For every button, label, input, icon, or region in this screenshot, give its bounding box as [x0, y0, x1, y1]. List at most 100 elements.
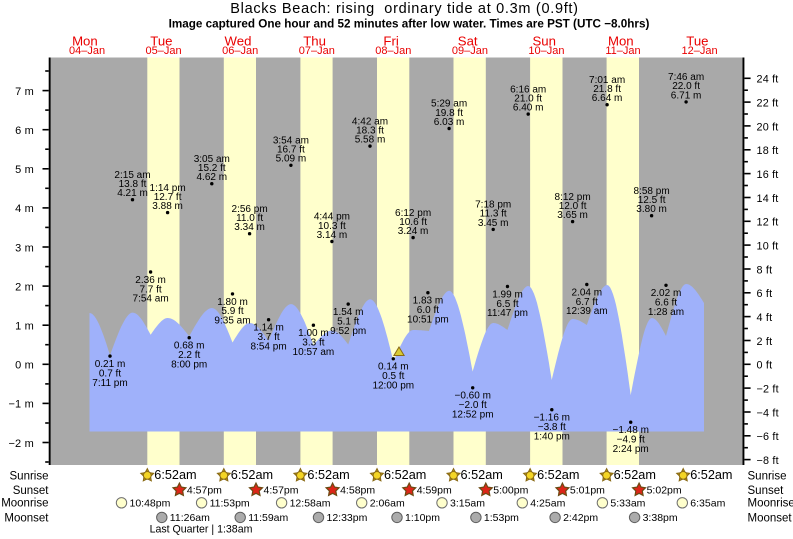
svg-text:5:00pm: 5:00pm [493, 484, 528, 496]
svg-text:Mon: Mon [608, 34, 634, 49]
svg-text:10–Jan: 10–Jan [528, 45, 564, 57]
svg-text:4:25am: 4:25am [530, 498, 565, 510]
svg-text:10.6 ft: 10.6 ft [399, 217, 427, 228]
svg-text:6:52am: 6:52am [461, 468, 503, 482]
svg-text:3.45 m: 3.45 m [478, 218, 509, 229]
svg-text:Sun: Sun [532, 34, 555, 49]
svg-text:3:05 am: 3:05 am [194, 154, 230, 165]
svg-text:6:52am: 6:52am [231, 468, 273, 482]
svg-text:3.65 m: 3.65 m [557, 210, 588, 221]
svg-text:2:56 pm: 2:56 pm [232, 204, 268, 215]
svg-text:Fri: Fri [383, 34, 398, 49]
svg-text:5:01pm: 5:01pm [570, 484, 605, 496]
svg-text:12:33pm: 12:33pm [327, 512, 368, 524]
svg-text:6.0 ft: 6.0 ft [417, 305, 439, 316]
svg-text:15.2 ft: 15.2 ft [198, 163, 226, 174]
svg-text:12:52 pm: 12:52 pm [452, 410, 494, 421]
svg-text:Moonset: Moonset [4, 512, 49, 524]
svg-text:4:58pm: 4:58pm [340, 484, 375, 496]
svg-text:2.2 ft: 2.2 ft [178, 350, 200, 361]
svg-text:0 m: 0 m [15, 360, 34, 372]
svg-text:18 ft: 18 ft [757, 145, 779, 157]
svg-text:6:52am: 6:52am [614, 468, 656, 482]
svg-text:6.03 m: 6.03 m [434, 117, 465, 128]
svg-text:8:58 pm: 8:58 pm [634, 186, 670, 197]
svg-text:11:26am: 11:26am [170, 512, 210, 524]
svg-text:0.7 ft: 0.7 ft [99, 368, 121, 379]
svg-text:8:54 pm: 8:54 pm [251, 341, 287, 352]
svg-text:7 m: 7 m [15, 86, 34, 98]
svg-text:6:35am: 6:35am [690, 498, 725, 510]
svg-text:6.40 m: 6.40 m [513, 103, 544, 114]
svg-text:Moonrise: Moonrise [1, 498, 48, 510]
svg-text:6:52am: 6:52am [690, 468, 732, 482]
svg-text:5.09 m: 5.09 m [276, 154, 307, 165]
svg-text:Sunset: Sunset [748, 485, 785, 497]
svg-text:1 m: 1 m [15, 321, 34, 333]
svg-text:06–Jan: 06–Jan [222, 45, 258, 57]
svg-text:10:57 am: 10:57 am [293, 347, 335, 358]
svg-text:Wed: Wed [225, 34, 252, 49]
svg-text:07–Jan: 07–Jan [299, 45, 335, 57]
svg-text:12:00 pm: 12:00 pm [372, 381, 414, 392]
svg-text:6.71 m: 6.71 m [671, 90, 702, 101]
svg-text:Blacks Beach: rising ordinary: Blacks Beach: rising ordinary tide at 0.… [230, 1, 578, 17]
svg-text:2.36 m: 2.36 m [135, 275, 166, 286]
svg-text:Image captured One hour and 52: Image captured One hour and 52 minutes a… [169, 18, 650, 31]
svg-text:Moonset: Moonset [748, 512, 793, 524]
svg-text:5.1 ft: 5.1 ft [337, 316, 359, 327]
svg-text:1.83 m: 1.83 m [413, 296, 444, 307]
svg-text:6.6 ft: 6.6 ft [655, 298, 677, 309]
svg-text:12.0 ft: 12.0 ft [559, 201, 587, 212]
svg-text:1:53pm: 1:53pm [484, 512, 519, 524]
svg-text:9:52 pm: 9:52 pm [330, 326, 366, 337]
svg-text:4:57pm: 4:57pm [264, 484, 299, 496]
svg-text:6:16 am: 6:16 am [510, 84, 546, 95]
svg-text:19.8 ft: 19.8 ft [435, 108, 463, 119]
svg-text:11.3 ft: 11.3 ft [480, 209, 507, 220]
svg-text:10:48pm: 10:48pm [130, 498, 171, 510]
svg-text:4:44 pm: 4:44 pm [314, 212, 350, 223]
svg-text:6:52am: 6:52am [154, 468, 196, 482]
svg-text:−4.9 ft: −4.9 ft [617, 435, 645, 446]
svg-text:2.02 m: 2.02 m [651, 288, 682, 299]
svg-text:−8 ft: −8 ft [757, 455, 779, 467]
svg-text:2:06am: 2:06am [370, 498, 405, 510]
svg-text:1.00 m: 1.00 m [298, 328, 329, 339]
svg-text:11.0 ft: 11.0 ft [236, 213, 263, 224]
svg-text:12:39 am: 12:39 am [566, 306, 608, 317]
svg-text:Moonrise: Moonrise [748, 498, 793, 510]
svg-text:3.3 ft: 3.3 ft [302, 338, 324, 349]
svg-text:1.14 m: 1.14 m [253, 323, 284, 334]
svg-text:4:59pm: 4:59pm [417, 484, 452, 496]
svg-text:13.8 ft: 13.8 ft [119, 179, 147, 190]
svg-text:20 ft: 20 ft [757, 121, 779, 133]
svg-text:5:29 am: 5:29 am [431, 99, 467, 110]
svg-text:12.5 ft: 12.5 ft [638, 195, 666, 206]
svg-text:0.14 m: 0.14 m [378, 362, 409, 373]
svg-text:6 ft: 6 ft [757, 288, 773, 300]
svg-text:7:54 am: 7:54 am [133, 294, 169, 305]
svg-text:Last Quarter | 1:38am: Last Quarter | 1:38am [150, 524, 253, 536]
svg-text:8:00 pm: 8:00 pm [171, 359, 207, 370]
svg-text:−1 m: −1 m [8, 399, 34, 411]
svg-text:2 ft: 2 ft [757, 336, 773, 348]
svg-text:−4 ft: −4 ft [757, 407, 779, 419]
svg-text:18.3 ft: 18.3 ft [356, 125, 384, 136]
svg-text:Tue: Tue [150, 34, 172, 49]
svg-text:8 ft: 8 ft [757, 264, 773, 276]
svg-text:12 ft: 12 ft [757, 217, 779, 229]
svg-text:4.21 m: 4.21 m [117, 188, 148, 199]
svg-text:7:01 am: 7:01 am [589, 75, 625, 86]
svg-text:−1.16 m: −1.16 m [534, 413, 570, 424]
svg-text:5:33am: 5:33am [610, 498, 645, 510]
svg-text:3.14 m: 3.14 m [317, 230, 348, 241]
svg-text:3:38pm: 3:38pm [643, 512, 678, 524]
svg-text:1.54 m: 1.54 m [333, 307, 364, 318]
svg-text:6:52am: 6:52am [307, 468, 349, 482]
svg-text:−6 ft: −6 ft [757, 431, 779, 443]
svg-text:6:52am: 6:52am [384, 468, 426, 482]
svg-text:21.8 ft: 21.8 ft [593, 84, 621, 95]
svg-text:1:10pm: 1:10pm [405, 512, 440, 524]
svg-text:2:24 pm: 2:24 pm [613, 444, 649, 455]
